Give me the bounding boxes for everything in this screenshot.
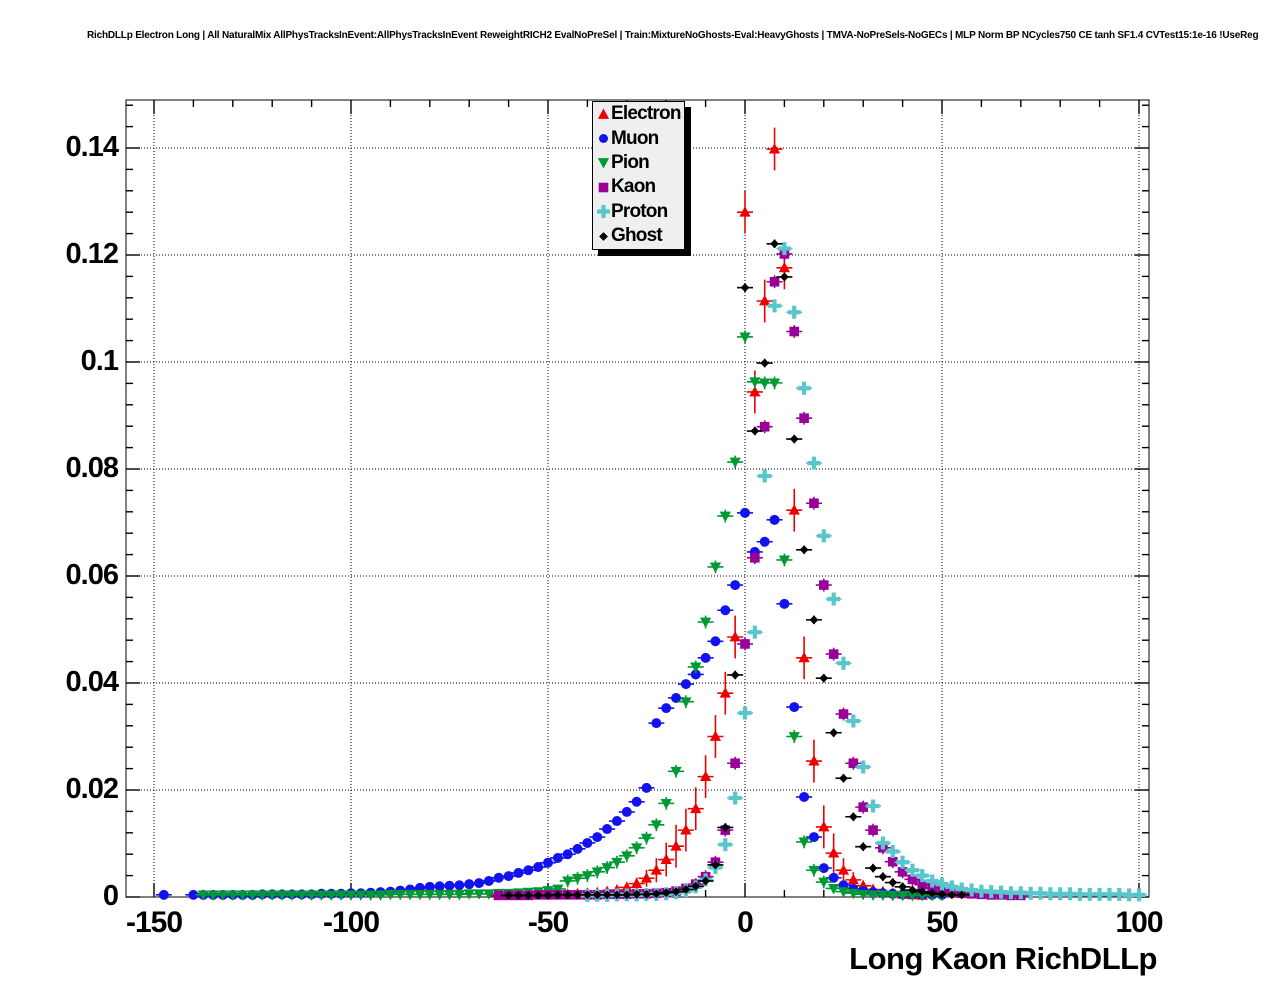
y-tick-label: 0.1 xyxy=(80,345,119,377)
legend-label: Ghost xyxy=(611,225,663,247)
y-tick-label: 0.02 xyxy=(65,773,119,805)
x-tick-label: 100 xyxy=(1115,906,1163,939)
legend-item-pion[interactable]: Pion xyxy=(593,151,684,175)
y-tick-label: 0.12 xyxy=(65,238,119,270)
y-tick-label: 0.06 xyxy=(65,559,119,591)
pion-marker-icon xyxy=(596,155,611,171)
legend-label: Electron xyxy=(611,103,681,125)
y-tick-label: 0.04 xyxy=(65,666,119,698)
y-tick-label: 0 xyxy=(102,880,119,912)
legend-label: Proton xyxy=(611,200,668,222)
y-tick-label: 0.14 xyxy=(65,131,119,163)
x-tick-label: -50 xyxy=(527,906,569,939)
muon-marker-icon xyxy=(596,131,611,147)
axis-ticks xyxy=(126,100,1149,898)
legend-label: Muon xyxy=(611,127,659,149)
legend-label: Pion xyxy=(611,151,650,173)
series-ghost xyxy=(500,239,970,900)
y-tick-label: 0.08 xyxy=(65,452,119,484)
legend-item-kaon[interactable]: Kaon xyxy=(593,175,684,199)
legend-item-muon[interactable]: Muon xyxy=(593,126,684,150)
legend-item-electron[interactable]: Electron xyxy=(593,102,684,126)
x-tick-label: 0 xyxy=(737,906,754,939)
legend-item-ghost[interactable]: Ghost xyxy=(593,224,684,248)
x-axis-title: Long Kaon RichDLLp xyxy=(849,941,1157,976)
x-tick-label: 50 xyxy=(926,906,958,939)
plot-frame-group xyxy=(125,99,1150,902)
legend-box: Electron Muon Pion Kaon Proton Ghost xyxy=(592,101,685,250)
x-tick-label: -100 xyxy=(322,906,380,939)
proton-marker-icon xyxy=(596,204,611,220)
legend-item-proton[interactable]: Proton xyxy=(593,200,684,224)
x-tick-label: -150 xyxy=(125,906,183,939)
electron-marker-icon xyxy=(596,106,611,122)
page-title: RichDLLp Electron Long | All NaturalMix … xyxy=(87,30,1259,41)
kaon-marker-icon xyxy=(596,179,611,195)
ghost-marker-icon xyxy=(596,228,611,244)
legend-label: Kaon xyxy=(611,176,656,198)
